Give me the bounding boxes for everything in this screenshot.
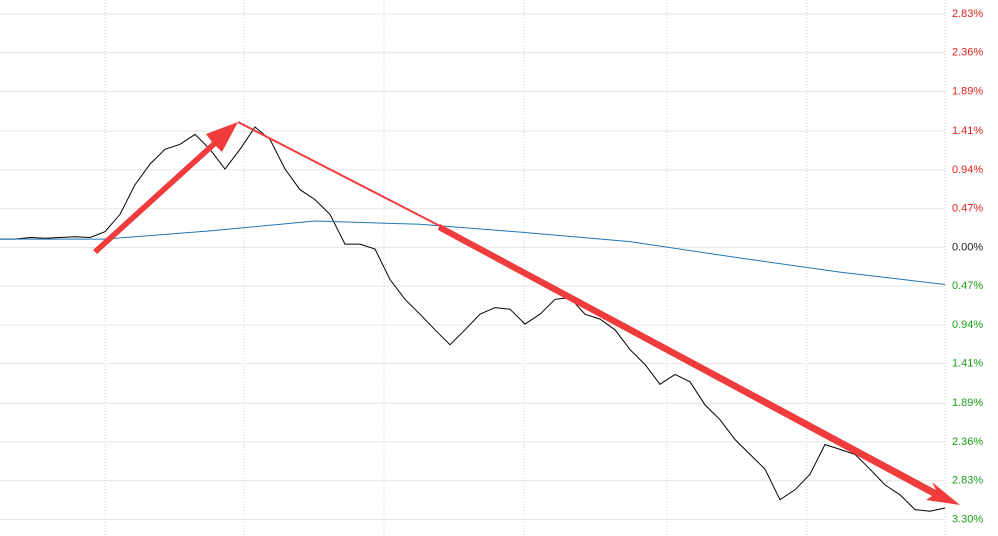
y-tick-label: 0.94% bbox=[952, 319, 983, 331]
plot bbox=[0, 126, 946, 512]
y-tick-label: 1.89% bbox=[952, 397, 983, 409]
y-tick-label: 0.94% bbox=[952, 164, 983, 176]
grid bbox=[0, 0, 946, 536]
annotation-arrow bbox=[438, 224, 960, 505]
y-tick-label: 3.30% bbox=[952, 513, 983, 525]
y-tick-label: 2.36% bbox=[952, 436, 983, 448]
annotation-line bbox=[237, 121, 441, 227]
line-series bbox=[0, 126, 946, 512]
y-tick-label: 1.89% bbox=[952, 85, 983, 97]
y-tick-label: 0.47% bbox=[952, 203, 983, 215]
y-tick-label: 1.41% bbox=[952, 358, 983, 370]
y-tick-label: 0.47% bbox=[952, 280, 983, 292]
y-tick-label: 0.00% bbox=[952, 241, 983, 253]
y-tick-label: 2.83% bbox=[952, 8, 983, 20]
y-tick-label: 2.83% bbox=[952, 475, 983, 487]
y-tick-label: 2.36% bbox=[952, 47, 983, 59]
line-series bbox=[0, 220, 946, 285]
annotations bbox=[93, 121, 960, 505]
y-tick-label: 1.41% bbox=[952, 125, 983, 137]
annotation-arrow bbox=[93, 122, 238, 254]
